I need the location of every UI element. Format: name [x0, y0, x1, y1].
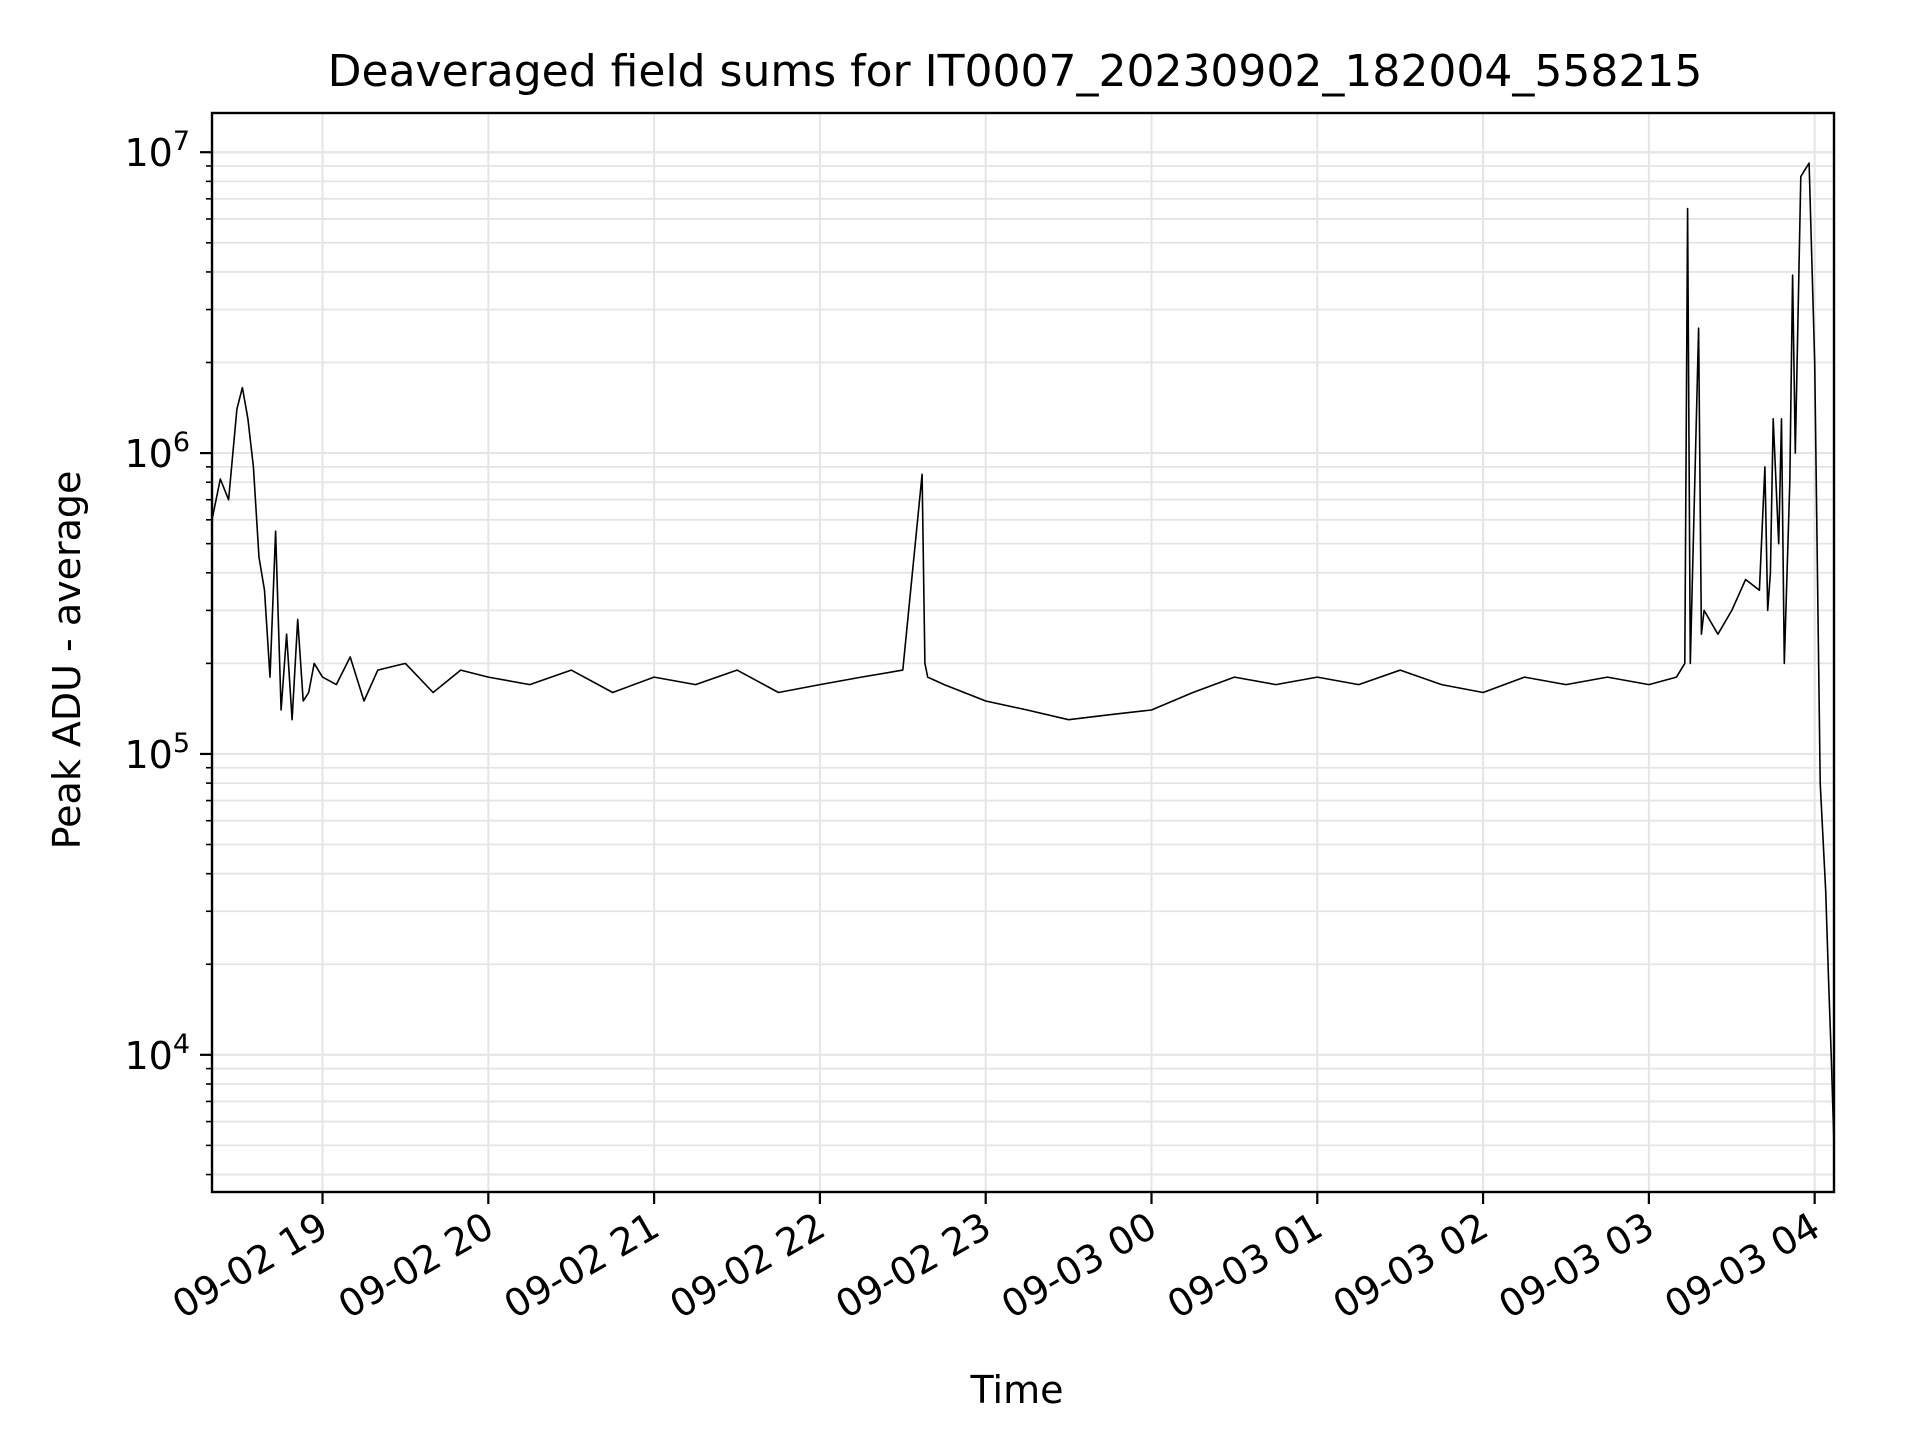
x-axis-label: Time [970, 1368, 1064, 1412]
y-tick-label: 105 [124, 728, 190, 777]
plot-frame [210, 111, 1836, 1194]
y-tick-label: 107 [124, 126, 190, 175]
y-axis-label: Peak ADU - average [45, 471, 89, 850]
chart-title: Deaveraged field sums for IT0007_2023090… [328, 46, 1703, 97]
series-line [211, 162, 1835, 1146]
y-tick-label: 104 [124, 1029, 190, 1078]
grid-lines [212, 113, 1834, 1192]
y-tick-label: 106 [124, 427, 190, 476]
series-layer [211, 162, 1835, 1146]
